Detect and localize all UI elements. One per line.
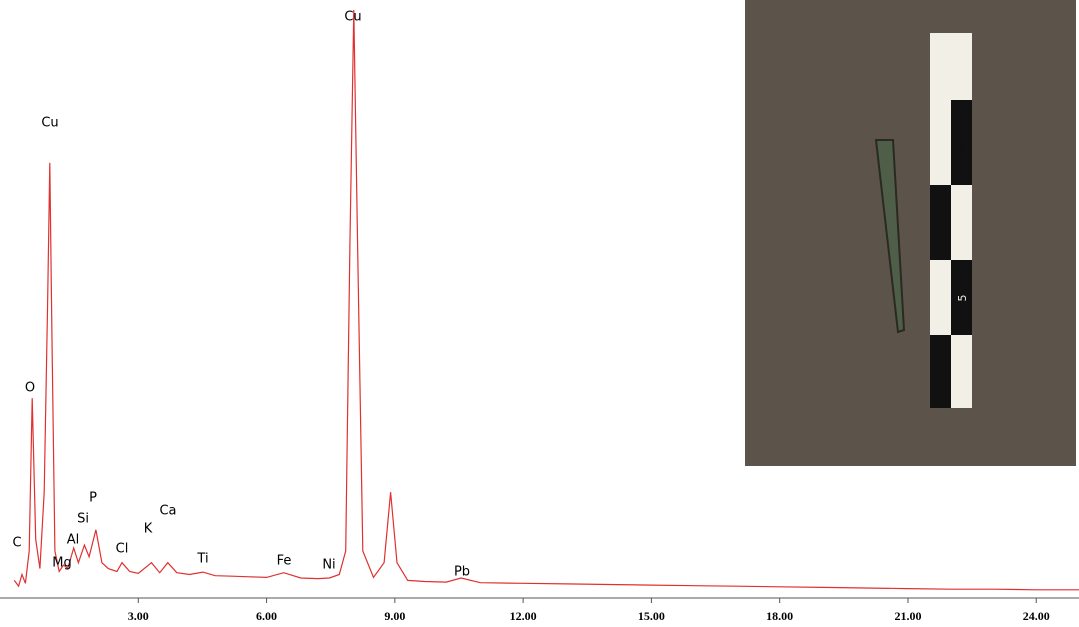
ruler-label: cm: [956, 142, 969, 159]
peak-label: Cu: [41, 116, 58, 131]
peak-label: C: [12, 536, 21, 551]
peak-label: Al: [67, 533, 80, 548]
ruler-block: [930, 185, 951, 260]
peak-label: P: [89, 491, 97, 506]
peak-label: Mg: [52, 556, 71, 571]
peak-label: Ti: [196, 552, 208, 567]
peak-label: Ca: [159, 504, 176, 519]
x-tick-label: 12.00: [510, 609, 537, 623]
photo-background: [745, 0, 1076, 466]
x-tick-label: 15.00: [638, 609, 665, 623]
x-tick-label: 9.00: [384, 609, 405, 623]
artifact: [874, 139, 906, 334]
ruler-block: [951, 100, 972, 185]
x-tick-label: 18.00: [766, 609, 793, 623]
peak-label: Pb: [454, 565, 470, 580]
x-tick-label: 24.00: [1023, 609, 1050, 623]
ruler-label: A: [956, 71, 969, 79]
ruler-label: 5: [956, 295, 969, 302]
x-tick-label: 6.00: [256, 609, 277, 623]
x-tick-label: 3.00: [128, 609, 149, 623]
peak-label: O: [25, 381, 35, 396]
ruler-block: [930, 335, 951, 408]
photo: [745, 0, 1076, 466]
x-tick-label: 21.00: [894, 609, 921, 623]
peak-label: Cu: [344, 10, 361, 25]
peak-label: Fe: [277, 554, 292, 569]
ruler-block: [951, 260, 972, 335]
peak-label: Si: [77, 512, 89, 527]
peak-label: Ni: [322, 558, 335, 573]
spectrum-line: [13, 9, 1079, 591]
peak-label: Cl: [116, 542, 129, 557]
peak-label: K: [144, 522, 153, 537]
